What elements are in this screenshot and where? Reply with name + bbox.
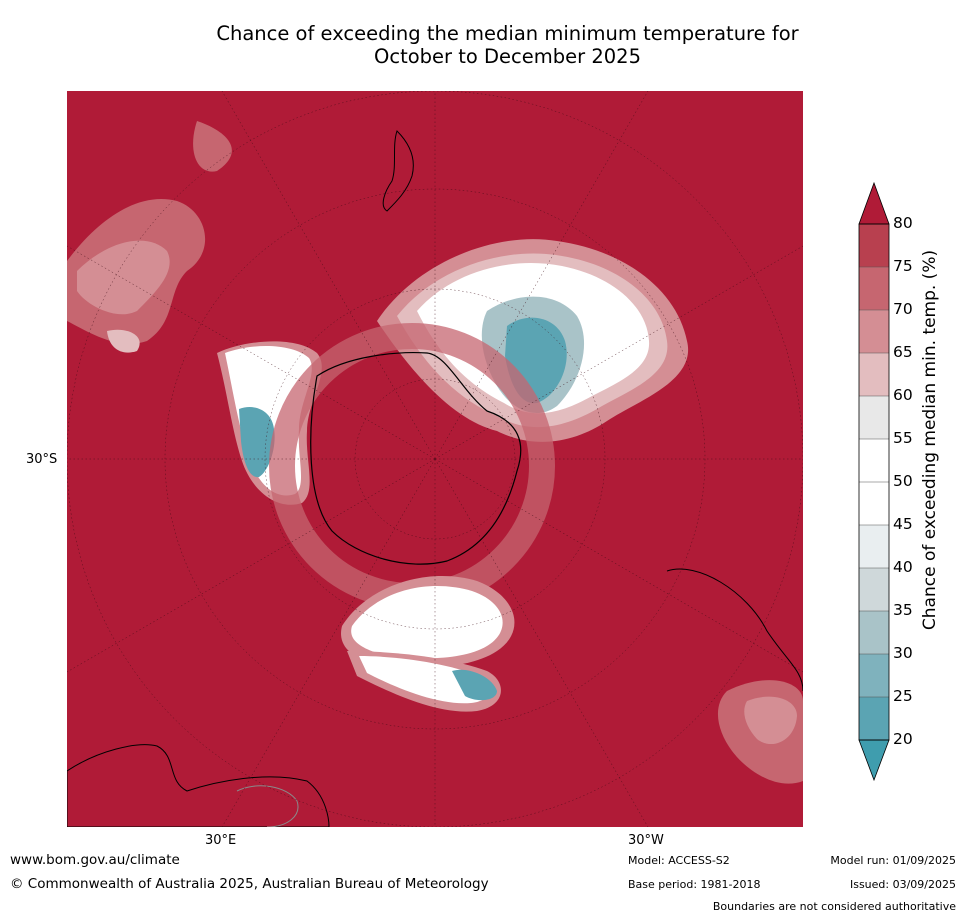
footer-base-period: Base period: 1981-2018 <box>628 878 761 891</box>
region-africa <box>67 744 330 827</box>
colorbar-tick-label: 45 <box>893 515 913 533</box>
colorbar-tick-label: 50 <box>893 472 913 490</box>
colorbar-band <box>859 396 889 440</box>
colorbar-tick-label: 40 <box>893 558 913 576</box>
colorbar-tick-label: 20 <box>893 730 913 748</box>
region-australia <box>67 121 232 353</box>
colorbar-tick-label: 80 <box>893 214 913 232</box>
colorbar-tick-label: 65 <box>893 343 913 361</box>
colorbar-tick-label: 55 <box>893 429 913 447</box>
graticule <box>67 91 803 827</box>
colorbar-band <box>859 525 889 569</box>
colorbar-tick-label: 60 <box>893 386 913 404</box>
probability-map <box>67 91 803 827</box>
region-south-atlantic <box>377 239 689 442</box>
map-title: Chance of exceeding the median minimum t… <box>110 22 905 68</box>
region-south-america <box>666 568 803 784</box>
footer-model-run: Model run: 01/09/2025 <box>830 854 956 867</box>
title-line-1: Chance of exceeding the median minimum t… <box>216 22 799 45</box>
colorbar <box>858 182 890 782</box>
colorbar-tick-label: 70 <box>893 300 913 318</box>
region-pacific <box>341 576 515 712</box>
colorbar-bottom-arrow <box>858 739 890 782</box>
colorbar-band <box>859 267 889 311</box>
colorbar-band <box>859 310 889 354</box>
colorbar-tick-label: 30 <box>893 644 913 662</box>
colorbar-top-arrow <box>858 182 890 225</box>
footer-url[interactable]: www.bom.gov.au/climate <box>10 852 180 868</box>
colorbar-band <box>859 353 889 397</box>
footer-model: Model: ACCESS-S2 <box>628 854 730 867</box>
footer-disclaimer: Boundaries are not considered authoritat… <box>712 900 956 913</box>
colorbar-tick-label: 35 <box>893 601 913 619</box>
colorbar-band <box>859 654 889 698</box>
colorbar-band <box>859 439 889 483</box>
footer-issued: Issued: 03/09/2025 <box>849 878 956 891</box>
colorbar-frame <box>858 223 890 741</box>
colorbar-band <box>859 611 889 655</box>
colorbar-band <box>859 482 889 526</box>
colorbar-tick-label: 75 <box>893 257 913 275</box>
colorbar-band <box>859 568 889 612</box>
colorbar-band <box>859 224 889 268</box>
new-zealand-outline <box>382 130 414 212</box>
colorbar-tick-label: 25 <box>893 687 913 705</box>
lon-label-30w: 30°W <box>628 833 664 848</box>
colorbar-band <box>859 697 889 741</box>
footer-copyright: © Commonwealth of Australia 2025, Austra… <box>10 876 489 892</box>
lon-label-30e: 30°E <box>205 833 237 848</box>
title-line-2: October to December 2025 <box>374 45 641 68</box>
lat-label-30s: 30°S <box>26 452 58 467</box>
